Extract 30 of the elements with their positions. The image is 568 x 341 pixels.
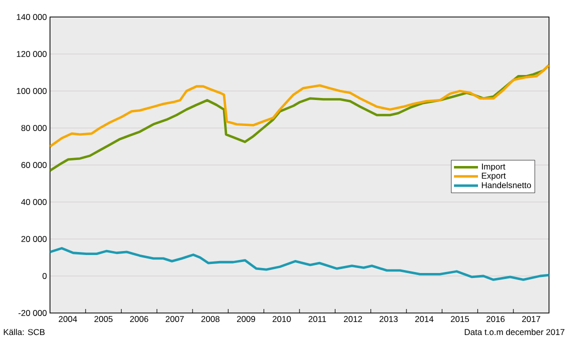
x-tick-label: 2016 xyxy=(486,316,505,322)
x-tick-label: 2011 xyxy=(308,316,326,322)
line-series xyxy=(50,64,550,148)
text: Källa: SCB xyxy=(4,328,45,336)
x-tick-label: 2014 xyxy=(415,316,434,322)
x-tick-label: 2004 xyxy=(58,316,78,322)
line-series xyxy=(50,247,550,281)
x-tick-label: 2009 xyxy=(237,316,256,322)
text: Data t.o.m december 2017 xyxy=(464,328,564,336)
x-tick-label: 2013 xyxy=(380,316,398,322)
y-tick-label: 80 000 xyxy=(21,125,47,132)
x-tick-label: 2012 xyxy=(344,316,362,322)
y-tick-label: 40 000 xyxy=(21,199,47,206)
x-tick-label: 2006 xyxy=(130,316,148,322)
legend-label: Import xyxy=(482,164,506,172)
y-tick-label: 100 000 xyxy=(16,88,47,94)
y-tick-label: 20 000 xyxy=(21,236,47,242)
x-tick-label: 2017 xyxy=(522,316,540,322)
y-tick-label: -20 000 xyxy=(18,310,47,316)
y-tick-label: 120 000 xyxy=(16,51,47,58)
x-tick-label: 2010 xyxy=(272,316,291,322)
x-tick-label: 2005 xyxy=(94,316,113,322)
legend-label: Export xyxy=(482,172,506,180)
x-tick-label: 2008 xyxy=(201,316,220,322)
legend-label: Handelsnetto xyxy=(482,182,531,188)
x-tick-label: 2015 xyxy=(450,316,469,322)
y-tick-label: 140 000 xyxy=(16,14,47,20)
x-tick-label: 2007 xyxy=(166,316,184,322)
y-tick-label: 60 000 xyxy=(21,162,47,168)
y-tick-label: 0 xyxy=(42,272,47,280)
